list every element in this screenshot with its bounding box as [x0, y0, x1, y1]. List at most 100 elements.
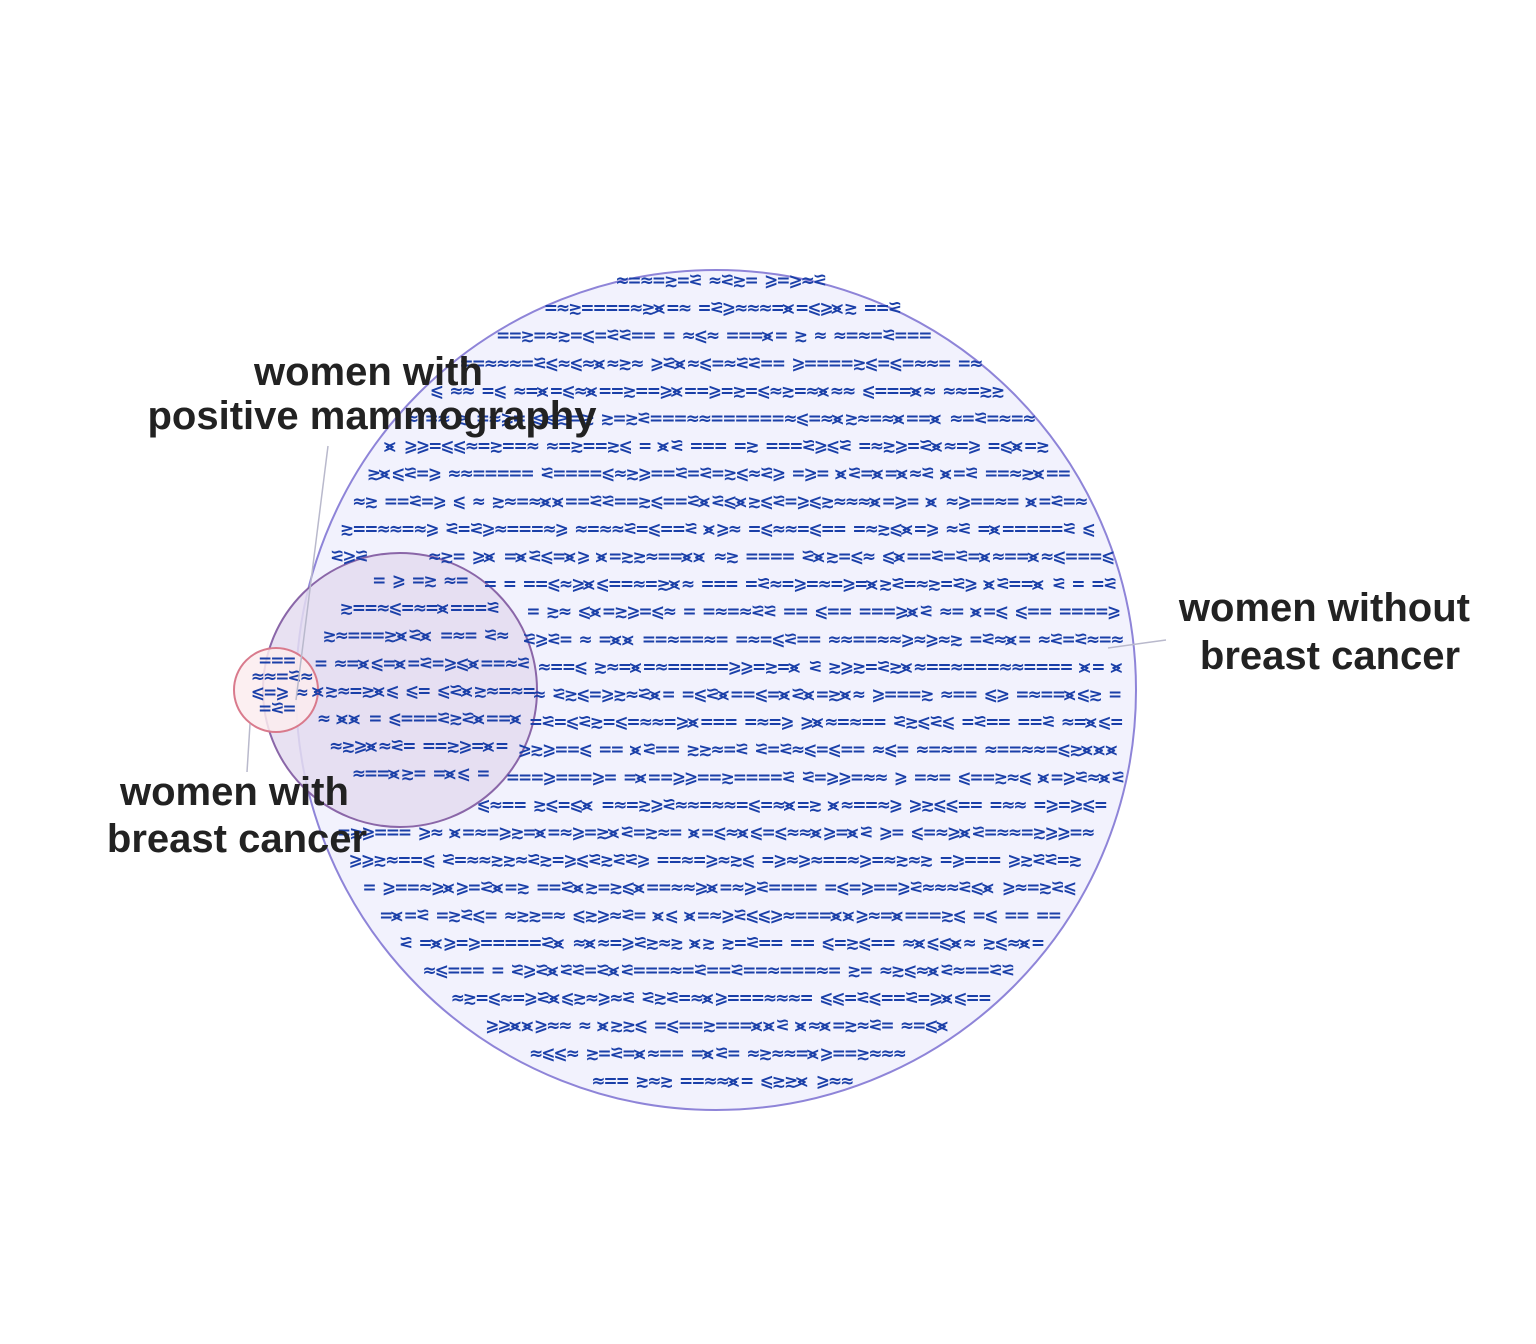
population-marker: =: [739, 1016, 752, 1036]
population-marker: ⪝: [419, 654, 432, 674]
population-marker: =: [418, 933, 431, 953]
population-marker: =: [471, 961, 484, 981]
population-marker: =: [464, 626, 477, 646]
population-marker: ⪝: [755, 878, 768, 898]
population-marker: ≈: [998, 409, 1011, 429]
population-marker: ≈: [422, 961, 435, 981]
population-marker: ≳: [844, 299, 857, 319]
population-marker: =: [1098, 630, 1111, 650]
population-marker: =: [795, 1044, 808, 1064]
population-marker: =: [845, 326, 858, 346]
population-marker: ≳: [747, 492, 760, 512]
population-marker: =: [522, 681, 535, 701]
population-marker: ⩾: [804, 464, 817, 484]
population-marker: =: [986, 657, 999, 677]
population-marker: ≈: [1037, 630, 1050, 650]
population-marker: ⪝: [779, 740, 792, 760]
population-marker: =: [832, 1016, 845, 1036]
label-with-cancer: women with breast cancer: [107, 770, 367, 861]
population-marker: =: [884, 685, 897, 705]
population-marker: ≈: [880, 1044, 893, 1064]
population-marker: ≈: [998, 657, 1011, 677]
population-marker: =: [984, 464, 997, 484]
population-marker: ≳: [570, 437, 583, 457]
population-marker: ⩾: [842, 575, 855, 595]
population-marker: =: [658, 1044, 671, 1064]
population-marker: ≈: [1033, 740, 1046, 760]
population-marker: =: [530, 768, 543, 788]
population-marker: ⪤: [1005, 630, 1016, 650]
population-marker: ≈: [485, 681, 498, 701]
population-marker: =: [757, 547, 770, 567]
population-marker: ⩾: [743, 878, 756, 898]
population-marker: ⪝: [486, 599, 499, 619]
population-marker: ≈: [883, 851, 896, 871]
population-marker: ≈: [1008, 823, 1021, 843]
population-marker: =: [766, 685, 779, 705]
population-marker: ≈: [546, 1016, 559, 1036]
population-marker: ≈: [526, 437, 539, 457]
population-marker: =: [401, 519, 414, 539]
population-marker: ⪝: [715, 1044, 728, 1064]
population-marker: =: [974, 657, 987, 677]
population-marker: ⪤: [835, 464, 846, 484]
population-marker: ≈: [686, 354, 699, 374]
label-positive-line-1: women with: [253, 350, 483, 394]
population-marker: ⩽: [651, 602, 664, 622]
population-marker: =: [715, 630, 728, 650]
population-marker: =: [486, 823, 499, 843]
population-marker: =: [661, 409, 674, 429]
population-marker: ≳: [698, 740, 711, 760]
population-marker: =: [828, 961, 841, 981]
population-marker: ≈: [902, 933, 915, 953]
population-marker: =: [559, 630, 572, 650]
population-marker: =: [374, 823, 387, 843]
population-marker: ≳: [581, 409, 594, 429]
population-marker: ⪤: [420, 626, 431, 646]
population-marker: =: [747, 519, 760, 539]
population-marker: ⪝: [905, 989, 918, 1009]
population-marker: =: [396, 492, 409, 512]
population-marker: =: [864, 657, 877, 677]
population-marker: ≳: [825, 547, 838, 567]
population-marker: =: [830, 575, 843, 595]
population-marker: ⩾: [871, 685, 884, 705]
population-marker: ⩾: [576, 547, 589, 567]
population-marker: ≳: [644, 823, 657, 843]
population-marker: ⪤: [707, 878, 718, 898]
population-marker: ⩾: [443, 933, 456, 953]
population-marker: ⩾: [497, 1016, 510, 1036]
population-marker: ⩽: [850, 547, 863, 567]
population-marker: ⩾: [626, 602, 639, 622]
population-marker: =: [805, 575, 818, 595]
population-marker: ≈: [552, 906, 565, 926]
population-marker: ⩽: [760, 1071, 773, 1091]
population-marker: ≈: [842, 381, 855, 401]
population-marker: =: [346, 654, 359, 674]
population-marker: ≈: [856, 1016, 869, 1036]
population-marker: ≈: [963, 933, 976, 953]
population-marker: ⪤: [866, 575, 877, 595]
population-marker: ⪝: [527, 851, 540, 871]
population-marker: ≳: [610, 1016, 623, 1036]
population-marker: ≈: [698, 409, 711, 429]
population-marker: =: [768, 878, 781, 898]
population-marker: ⪤: [630, 740, 641, 760]
population-marker: =: [733, 933, 746, 953]
population-marker: ⪤: [901, 657, 912, 677]
population-marker: ≈: [993, 630, 1006, 650]
population-marker: ⩾: [638, 464, 651, 484]
population-marker: =: [1091, 657, 1104, 677]
population-marker: ⩽: [1018, 768, 1031, 788]
population-marker: ≈: [969, 354, 982, 374]
population-marker: ⩽: [388, 599, 401, 619]
population-marker: ⩽: [581, 326, 594, 346]
population-marker: ≈: [385, 851, 398, 871]
population-marker: =: [602, 713, 615, 733]
population-marker: ⩾: [716, 519, 729, 539]
population-marker: ≈: [856, 409, 869, 429]
population-marker: =: [569, 326, 582, 346]
population-marker: ⩾: [814, 437, 827, 457]
population-marker: ≳: [590, 713, 603, 733]
population-marker: ⪤: [586, 381, 597, 401]
